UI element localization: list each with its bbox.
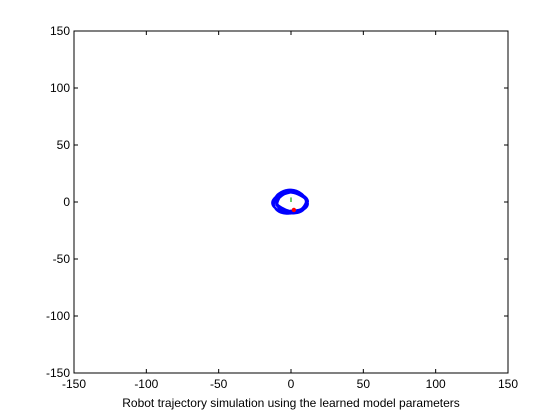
x-axis-label: Robot trajectory simulation using the le…	[122, 396, 460, 410]
y-tick-label: 0	[63, 195, 70, 209]
x-tick-label: 100	[426, 377, 446, 391]
x-tick-label: -150	[62, 377, 86, 391]
y-tick-label: -150	[46, 366, 70, 380]
x-tick-label: 0	[288, 377, 295, 391]
x-tick-label: -100	[134, 377, 158, 391]
y-tick-label: 100	[50, 81, 70, 95]
x-tick-label: -50	[210, 377, 228, 391]
y-tick-label: 150	[50, 24, 70, 38]
y-tick-label: 50	[57, 138, 71, 152]
x-axis-ticks: -150 -100 -50 0 50 100 150	[62, 31, 518, 391]
trajectory-line	[271, 188, 309, 215]
y-tick-label: -50	[53, 252, 71, 266]
x-tick-label: 50	[357, 377, 371, 391]
y-tick-label: -100	[46, 309, 70, 323]
robot-position-point	[291, 207, 297, 213]
trajectory-marks	[271, 188, 309, 215]
x-tick-label: 150	[498, 377, 518, 391]
y-axis-ticks: -150 -100 -50 0 50 100 150	[46, 24, 508, 380]
